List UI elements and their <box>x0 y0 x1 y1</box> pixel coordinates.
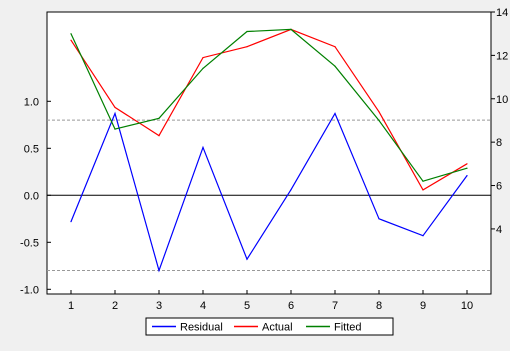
x-tick-label: 3 <box>156 300 162 312</box>
data-point-residual-7 <box>334 112 336 115</box>
data-point-actual-8 <box>378 111 380 113</box>
data-point-actual-9 <box>422 189 424 191</box>
x-tick-label: 10 <box>461 300 473 312</box>
data-point-actual-2 <box>114 106 116 108</box>
right-tick-label: 12 <box>496 50 508 62</box>
data-point-fitted-1 <box>70 33 72 35</box>
right-axis: 4 6 8 10 12 14 <box>491 7 508 236</box>
data-point-fitted-7 <box>334 65 336 67</box>
data-point-fitted-9 <box>422 180 424 182</box>
plot-area <box>46 11 492 295</box>
data-point-fitted-10 <box>466 167 468 169</box>
right-tick-label: 6 <box>496 181 502 193</box>
data-point-fitted-3 <box>158 117 160 119</box>
data-point-residual-8 <box>378 218 380 220</box>
x-tick-label: 7 <box>332 300 338 312</box>
data-point-fitted-2 <box>114 128 116 130</box>
data-point-residual-1 <box>70 221 72 223</box>
left-tick-label: 0.0 <box>24 190 39 202</box>
legend-box <box>145 317 394 336</box>
right-tick-label: 10 <box>496 94 508 106</box>
x-tick-label: 4 <box>200 300 206 312</box>
data-point-residual-5 <box>246 258 248 260</box>
x-tick-label: 9 <box>420 300 426 312</box>
data-point-fitted-4 <box>202 67 204 69</box>
data-point-residual-10 <box>466 175 468 177</box>
data-point-actual-3 <box>158 135 160 137</box>
data-point-actual-1 <box>70 39 72 41</box>
data-point-fitted-8 <box>378 119 380 122</box>
data-point-actual-10 <box>466 163 468 165</box>
data-point-fitted-6 <box>290 28 292 30</box>
x-axis: 1 2 3 4 5 6 7 8 9 10 <box>68 290 473 312</box>
legend: Residual Actual Fitted <box>145 317 394 336</box>
data-point-actual-4 <box>202 57 204 59</box>
data-point-actual-7 <box>334 46 336 48</box>
x-tick-label: 2 <box>112 300 118 312</box>
data-point-residual-2 <box>114 112 116 115</box>
x-tick-label: 5 <box>244 300 250 312</box>
data-point-fitted-5 <box>246 30 248 33</box>
data-point-residual-9 <box>422 235 424 237</box>
right-tick-label: 4 <box>496 224 502 236</box>
right-tick-label: 8 <box>496 137 502 149</box>
left-tick-label: 0.5 <box>24 143 39 155</box>
series-line-fitted <box>70 28 468 182</box>
series-line-residual <box>70 111 468 273</box>
legend-label-fitted: Fitted <box>334 322 362 334</box>
x-tick-label: 6 <box>288 300 294 312</box>
left-tick-label: -0.5 <box>20 237 39 249</box>
legend-label-actual: Actual <box>262 322 293 334</box>
reference-lines <box>47 119 491 271</box>
left-tick-label: -1.0 <box>20 284 39 296</box>
data-point-residual-4 <box>202 146 204 148</box>
data-point-actual-5 <box>246 46 248 48</box>
left-axis: -1.0 -0.5 0.0 0.5 1.0 <box>20 96 51 296</box>
data-point-residual-6 <box>290 189 292 191</box>
left-tick-label: 1.0 <box>24 96 39 108</box>
legend-label-residual: Residual <box>180 322 223 334</box>
data-point-residual-3 <box>158 269 160 272</box>
x-tick-label: 1 <box>68 300 74 312</box>
right-tick-label: 14 <box>496 7 508 19</box>
x-tick-label: 8 <box>376 300 382 312</box>
series-lines <box>70 28 468 273</box>
